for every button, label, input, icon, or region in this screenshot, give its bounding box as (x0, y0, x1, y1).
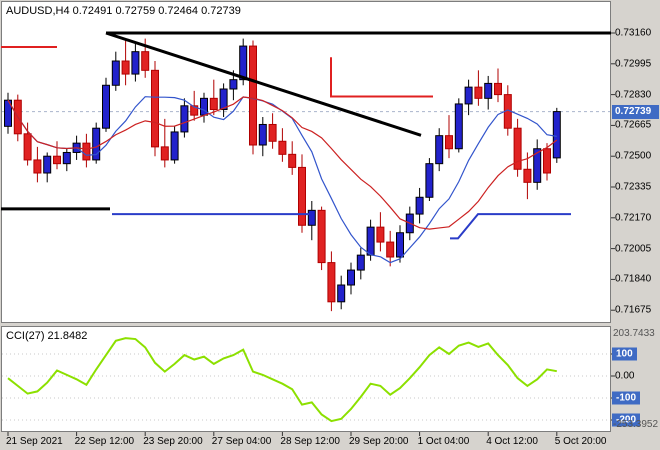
price-axis-label: 0.71675 (615, 304, 652, 316)
price-axis-label: 0.71840 (615, 273, 652, 285)
cci-level-label: 100 (612, 347, 637, 361)
time-axis-label: 5 Oct 20:00 (554, 436, 607, 447)
time-axis-label: 22 Sep 12:00 (74, 436, 135, 447)
cci-level-label: 0.00 (615, 370, 635, 382)
time-axis-label: 21 Sep 2021 (6, 436, 63, 447)
price-axis-label: 0.72005 (615, 243, 652, 255)
price-axis-label: 0.72335 (615, 181, 652, 193)
price-axis-label: 0.72665 (615, 119, 652, 131)
indicator-pane[interactable] (1, 326, 611, 432)
time-axis-label: 27 Sep 04:00 (211, 436, 272, 447)
price-axis-label: 0.72995 (615, 58, 652, 70)
price-axis-label: 0.72830 (615, 89, 652, 101)
price-axis-label: 0.73160 (615, 27, 652, 39)
current-price-value: 0.72739 (615, 105, 652, 117)
price-axis-label: 0.72170 (615, 212, 652, 224)
cci-level-label: -100 (612, 391, 641, 405)
time-axis-label: 29 Sep 20:00 (349, 436, 409, 447)
time-axis-label: 23 Sep 20:00 (143, 436, 203, 447)
price-pane[interactable] (1, 1, 611, 323)
symbol-ohlc-label: AUDUSD,H4 0.72491 0.72759 0.72464 0.7273… (6, 5, 241, 17)
time-axis-label: 4 Oct 12:00 (486, 436, 538, 447)
time-axis-label: 1 Oct 04:00 (417, 436, 470, 447)
cci-scale-min-label: -253.3952 (613, 419, 659, 430)
cci-indicator-label: CCI(27) 21.8482 (6, 330, 88, 342)
price-axis-label: 0.72500 (615, 150, 652, 162)
cci-scale-max-label: 203.7433 (613, 328, 655, 339)
time-axis-label: 28 Sep 12:00 (280, 436, 340, 447)
current-price-tag: 0.72739 (612, 104, 659, 119)
